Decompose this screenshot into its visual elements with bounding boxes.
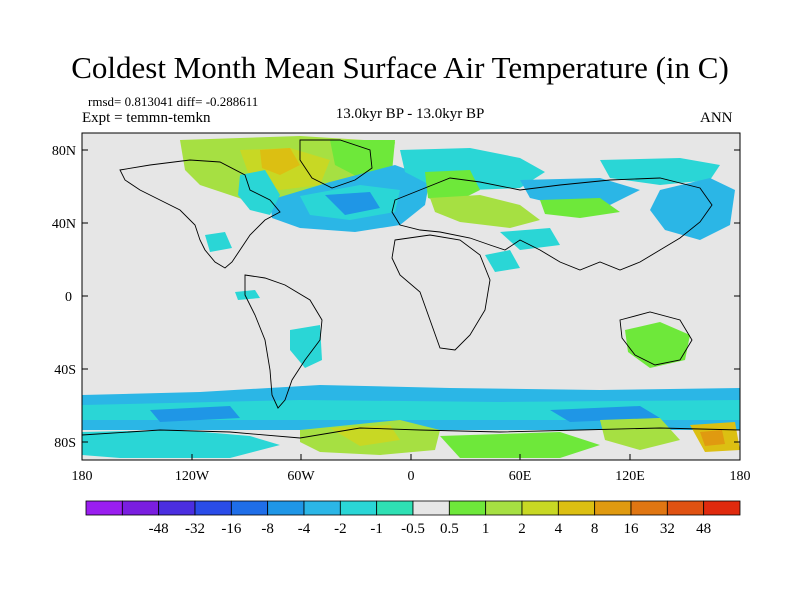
colorbar-label: 48 bbox=[696, 521, 711, 537]
colorbar-swatch bbox=[339, 500, 378, 516]
map-title: Coldest Month Mean Surface Air Temperatu… bbox=[71, 50, 729, 85]
colorbar-label: -1 bbox=[370, 521, 383, 537]
map-panel bbox=[82, 133, 740, 460]
anomaly-region bbox=[700, 430, 725, 446]
anomaly-region bbox=[650, 178, 735, 240]
lat-label: 0 bbox=[65, 290, 72, 305]
lon-label: 120E bbox=[615, 469, 645, 484]
rmsd-value: rmsd= 0.813041 bbox=[88, 94, 174, 109]
colorbar-label: 1 bbox=[482, 521, 490, 537]
colorbar-swatch bbox=[267, 500, 305, 516]
lon-label: 180 bbox=[730, 469, 751, 484]
colorbar-label: -32 bbox=[185, 521, 205, 537]
lat-label: 40N bbox=[52, 217, 76, 232]
anomaly-region bbox=[600, 158, 720, 185]
colorbar-swatch bbox=[85, 500, 123, 516]
anomaly-region bbox=[290, 325, 322, 368]
coast-eurasia bbox=[391, 177, 713, 271]
colorbar-swatch bbox=[230, 500, 269, 516]
colorbar-label: -4 bbox=[298, 521, 311, 537]
colorbar-swatch bbox=[412, 500, 450, 516]
lon-label: 120W bbox=[175, 469, 210, 484]
anomaly-region bbox=[235, 290, 260, 300]
colorbar-label: -2 bbox=[334, 521, 347, 537]
anomaly-region bbox=[260, 148, 300, 175]
anomaly-region bbox=[330, 140, 395, 178]
lon-label: 180 bbox=[72, 469, 93, 484]
colorbar-swatch bbox=[666, 500, 705, 516]
anomaly-region bbox=[325, 192, 380, 215]
colorbar-labels: -48 -32 -16 -8 -4 -2 -1 -0.5 0.5 1 2 4 8… bbox=[149, 521, 711, 537]
colorbar-swatch bbox=[521, 500, 559, 516]
anomaly-region bbox=[625, 322, 690, 368]
colorbar-swatch bbox=[703, 500, 741, 516]
anomaly-region bbox=[540, 198, 620, 218]
lat-label: 80S bbox=[54, 436, 76, 451]
colorbar-swatch bbox=[485, 500, 523, 516]
colorbar-label: 4 bbox=[555, 521, 563, 537]
colorbar-swatch bbox=[158, 500, 196, 516]
colorbar-label: 0.5 bbox=[440, 521, 459, 537]
coast-south-america bbox=[244, 274, 323, 409]
colorbar bbox=[85, 500, 741, 516]
anomaly-region bbox=[440, 432, 600, 458]
anomaly-region bbox=[550, 406, 660, 422]
colorbar-label: -48 bbox=[149, 521, 169, 537]
diff-value: diff= -0.288611 bbox=[176, 94, 259, 109]
coast-africa bbox=[391, 234, 491, 351]
lat-label: 80N bbox=[52, 144, 76, 159]
longitude-labels: 180 120W 60W 0 60E 120E 180 bbox=[72, 469, 751, 484]
latitude-labels: 80N 40N 0 40S 80S bbox=[52, 144, 76, 451]
colorbar-swatch bbox=[376, 500, 414, 516]
colorbar-swatch bbox=[448, 500, 487, 516]
anomaly-region bbox=[82, 430, 280, 458]
colorbar-swatch bbox=[194, 500, 232, 516]
stats-line: rmsd= 0.813041 diff= -0.288611 bbox=[88, 94, 258, 109]
lat-label: 40S bbox=[54, 363, 76, 378]
anomaly-region bbox=[520, 178, 640, 205]
coast-greenland bbox=[299, 139, 373, 189]
coast-antarctica bbox=[82, 427, 740, 439]
anomaly-region bbox=[150, 406, 240, 422]
colorbar-label: -0.5 bbox=[401, 521, 425, 537]
anomaly-region bbox=[500, 228, 560, 250]
anomaly-region bbox=[600, 418, 680, 450]
colorbar-swatch bbox=[121, 500, 160, 516]
colorbar-label: 2 bbox=[518, 521, 526, 537]
period-label: 13.0kyr BP - 13.0kyr BP bbox=[335, 106, 485, 122]
lon-label: 60E bbox=[509, 469, 532, 484]
season-label: ANN bbox=[700, 110, 733, 126]
lon-label: 0 bbox=[408, 469, 415, 484]
lon-label: 60W bbox=[287, 469, 315, 484]
experiment-label: Expt = temmn-temkn bbox=[82, 110, 211, 126]
coastlines bbox=[82, 139, 740, 439]
anomaly-region bbox=[238, 170, 280, 215]
colorbar-label: 8 bbox=[591, 521, 599, 537]
anomaly-region bbox=[430, 195, 540, 228]
colorbar-label: -16 bbox=[221, 521, 241, 537]
coast-australia bbox=[619, 311, 693, 366]
colorbar-swatch bbox=[630, 500, 668, 516]
axis-tick-marks bbox=[81, 149, 741, 460]
colorbar-swatch bbox=[557, 500, 596, 516]
anomaly-region bbox=[205, 232, 232, 252]
colorbar-swatch bbox=[303, 500, 341, 516]
colorbar-label: 32 bbox=[660, 521, 675, 537]
coast-north-america bbox=[119, 159, 281, 269]
anomaly-region bbox=[485, 250, 520, 272]
colorbar-label: -8 bbox=[261, 521, 274, 537]
colorbar-swatch bbox=[594, 500, 632, 516]
colorbar-label: 16 bbox=[624, 521, 640, 537]
